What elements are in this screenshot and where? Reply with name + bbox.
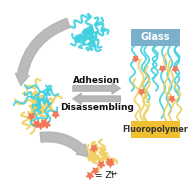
Polygon shape: [40, 120, 47, 126]
FancyArrowPatch shape: [73, 93, 120, 104]
Polygon shape: [33, 121, 40, 128]
Text: Glass: Glass: [141, 32, 170, 42]
FancyArrowPatch shape: [15, 18, 70, 86]
Polygon shape: [139, 89, 145, 95]
Polygon shape: [37, 123, 44, 129]
Polygon shape: [169, 96, 175, 102]
Bar: [131, 121, 180, 138]
Polygon shape: [92, 168, 99, 175]
Text: = Zr: = Zr: [95, 171, 115, 180]
Polygon shape: [52, 112, 59, 118]
FancyArrowPatch shape: [40, 132, 88, 157]
Text: Fluoropolymer: Fluoropolymer: [123, 125, 188, 134]
Polygon shape: [172, 66, 179, 72]
Polygon shape: [43, 122, 50, 128]
Polygon shape: [86, 172, 94, 179]
Bar: [131, 29, 180, 46]
Polygon shape: [133, 56, 139, 62]
Polygon shape: [98, 161, 105, 168]
Polygon shape: [107, 160, 114, 167]
Text: Disassembling: Disassembling: [60, 103, 134, 112]
Text: Adhesion: Adhesion: [73, 76, 120, 84]
Polygon shape: [106, 159, 113, 165]
Polygon shape: [159, 66, 166, 72]
Polygon shape: [28, 113, 35, 120]
FancyArrowPatch shape: [73, 83, 120, 94]
Text: 4+: 4+: [110, 171, 119, 176]
Polygon shape: [90, 145, 97, 152]
